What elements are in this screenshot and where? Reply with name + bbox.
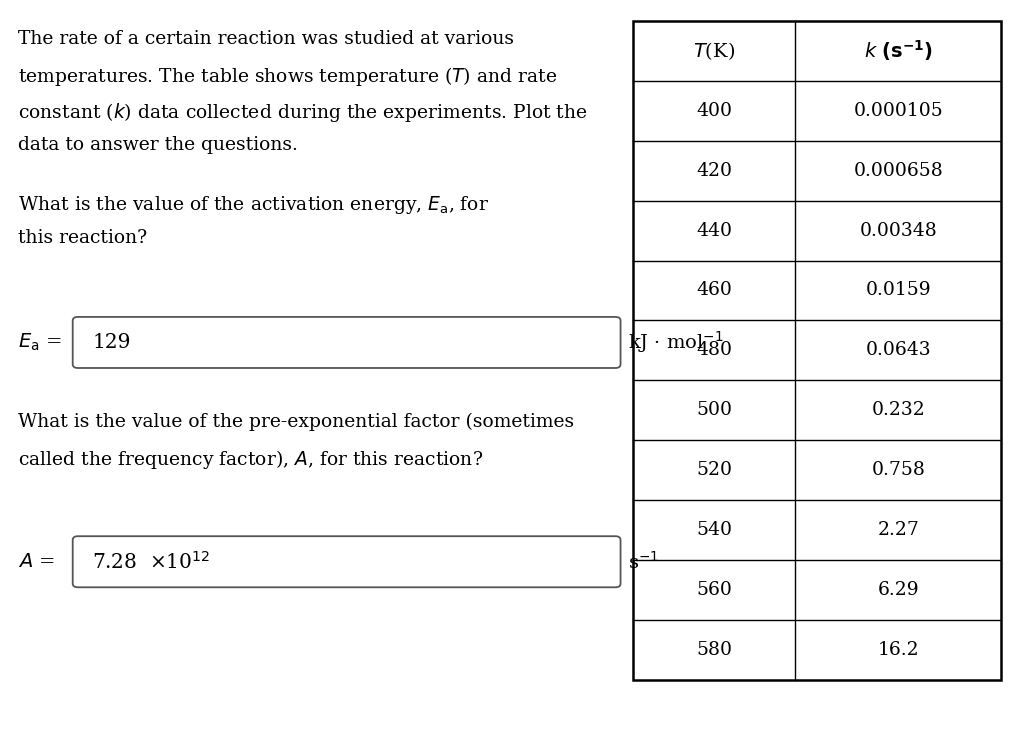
- Text: What is the value of the activation energy, $E_{\mathrm{a}}$, for: What is the value of the activation ener…: [18, 194, 489, 216]
- Text: $\mathbf{\mathit{k}}$ $\mathbf{(s^{-1})}$: $\mathbf{\mathit{k}}$ $\mathbf{(s^{-1})}…: [864, 38, 933, 63]
- Text: 540: 540: [696, 521, 732, 539]
- Text: 560: 560: [696, 581, 732, 599]
- Text: kJ · mol$^{-1}$: kJ · mol$^{-1}$: [628, 330, 723, 355]
- Text: 2.27: 2.27: [878, 521, 920, 539]
- Text: $A$ =: $A$ =: [18, 553, 55, 571]
- Text: 0.758: 0.758: [871, 461, 926, 479]
- Text: s$^{-1}$: s$^{-1}$: [628, 550, 658, 573]
- Text: data to answer the questions.: data to answer the questions.: [18, 136, 298, 154]
- Text: 0.232: 0.232: [871, 401, 925, 419]
- Text: called the frequency factor), $A$, for this reaction?: called the frequency factor), $A$, for t…: [18, 448, 483, 472]
- Text: 580: 580: [696, 641, 732, 659]
- Text: 7.28  ×10$^{12}$: 7.28 ×10$^{12}$: [92, 550, 210, 573]
- Text: 0.000105: 0.000105: [853, 102, 943, 120]
- Text: 0.0159: 0.0159: [865, 282, 931, 300]
- FancyBboxPatch shape: [73, 317, 621, 368]
- Text: this reaction?: this reaction?: [18, 229, 147, 247]
- Text: temperatures. The table shows temperature ($T$) and rate: temperatures. The table shows temperatur…: [18, 65, 558, 89]
- Text: 16.2: 16.2: [878, 641, 920, 659]
- Text: $\mathbf{\mathit{T}}$(K): $\mathbf{\mathit{T}}$(K): [693, 40, 735, 62]
- Text: 440: 440: [696, 222, 732, 240]
- Text: 520: 520: [696, 461, 732, 479]
- Text: 400: 400: [696, 102, 732, 120]
- Text: 129: 129: [92, 333, 131, 352]
- Text: The rate of a certain reaction was studied at various: The rate of a certain reaction was studi…: [18, 30, 514, 48]
- Text: What is the value of the pre-exponential factor (sometimes: What is the value of the pre-exponential…: [18, 413, 574, 431]
- Bar: [633, 21, 1001, 680]
- FancyBboxPatch shape: [73, 536, 621, 587]
- Text: 420: 420: [696, 161, 732, 179]
- Text: 6.29: 6.29: [878, 581, 920, 599]
- Text: 0.00348: 0.00348: [859, 222, 937, 240]
- Text: constant ($k$) data collected during the experiments. Plot the: constant ($k$) data collected during the…: [18, 101, 588, 124]
- Text: 460: 460: [696, 282, 732, 300]
- Text: 500: 500: [696, 401, 732, 419]
- Text: 0.000658: 0.000658: [853, 161, 943, 179]
- Text: 0.0643: 0.0643: [865, 342, 931, 359]
- Text: $E_{\mathrm{a}}$ =: $E_{\mathrm{a}}$ =: [18, 332, 62, 353]
- Text: 480: 480: [696, 342, 732, 359]
